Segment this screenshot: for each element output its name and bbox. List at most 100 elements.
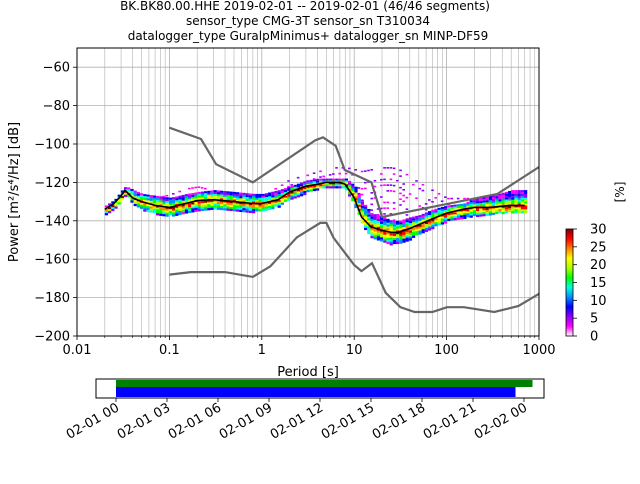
- psd-density-cell: [223, 206, 227, 209]
- psd-density-cell: [354, 205, 358, 209]
- psd-density-cell: [431, 213, 435, 216]
- psd-density-cell: [370, 214, 374, 218]
- colorbar-label: [%]: [613, 182, 627, 203]
- psd-density-cell: [248, 197, 253, 200]
- psd-density-cell: [517, 195, 521, 199]
- psd-density-cell: [210, 201, 214, 205]
- psd-density-cell: [220, 192, 224, 195]
- psd-density-cell: [165, 203, 169, 206]
- psd-density-cell: [152, 201, 157, 204]
- psd-density-cell: [239, 196, 243, 199]
- psd-density-cell: [207, 190, 211, 194]
- psd-density-cell: [380, 218, 384, 221]
- psd-density-cell: [495, 209, 499, 213]
- psd-density-cell: [418, 228, 422, 231]
- psd-density-cell: [322, 180, 326, 183]
- psd-density-cell: [386, 232, 390, 235]
- psd-density-cell: [229, 208, 233, 212]
- psd-outlier-cell: [431, 200, 434, 203]
- psd-density-cell: [140, 193, 144, 196]
- psd-outlier-cell: [360, 193, 364, 196]
- psd-density-cell: [245, 197, 249, 200]
- psd-density-cell: [520, 205, 525, 208]
- y-tick-label: −80: [43, 99, 70, 114]
- psd-density-cell: [159, 204, 163, 207]
- psd-density-cell: [376, 220, 381, 224]
- psd-density-cell: [312, 188, 317, 192]
- psd-density-cell: [357, 197, 361, 200]
- psd-density-cell: [431, 215, 435, 218]
- psd-density-cell: [280, 198, 285, 201]
- psd-density-cell: [460, 205, 464, 208]
- psd-density-cell: [325, 184, 329, 187]
- psd-density-cell: [194, 203, 198, 207]
- psd-outlier-cell: [383, 201, 386, 204]
- psd-density-cell: [204, 202, 208, 205]
- psd-density-cell: [136, 191, 141, 195]
- psd-density-cell: [188, 199, 192, 202]
- y-tick-label: −140: [34, 214, 70, 229]
- psd-density-cell: [133, 203, 137, 207]
- psd-density-cell: [236, 197, 240, 201]
- psd-density-cell: [239, 205, 243, 209]
- psd-density-cell: [290, 197, 294, 200]
- psd-density-cell: [277, 190, 281, 193]
- psd-density-cell: [399, 224, 403, 227]
- psd-density-cell: [216, 196, 221, 199]
- psd-outlier-cell: [396, 179, 399, 182]
- psd-density-cell: [504, 203, 509, 206]
- psd-density-cell: [524, 195, 528, 199]
- psd-density-cell: [197, 193, 201, 197]
- psd-outlier-cell: [405, 214, 409, 216]
- psd-density-cell: [146, 208, 150, 211]
- psd-density-cells: [104, 167, 528, 246]
- psd-outlier-cell: [194, 186, 198, 189]
- psd-density-cell: [172, 197, 176, 200]
- psd-density-cell: [479, 201, 483, 204]
- psd-density-cell: [130, 200, 134, 203]
- psd-density-cell: [325, 180, 329, 183]
- psd-density-cell: [386, 224, 390, 227]
- psd-density-cell: [412, 218, 416, 221]
- psd-density-cell: [460, 203, 464, 207]
- psd-outlier-cell: [383, 184, 386, 186]
- psd-density-cell: [188, 205, 192, 208]
- psd-outlier-cell: [364, 181, 367, 184]
- psd-density-cell: [140, 204, 144, 207]
- psd-outlier-cell: [280, 184, 284, 187]
- psd-density-cell: [274, 204, 278, 207]
- psd-density-cell: [316, 180, 320, 183]
- psd-density-cell: [524, 209, 528, 212]
- psd-density-cell: [517, 211, 521, 214]
- psd-density-cell: [472, 210, 477, 213]
- psd-density-cell: [370, 222, 374, 225]
- psd-density-cell: [242, 210, 246, 213]
- psd-density-cell: [184, 194, 189, 197]
- psd-density-cell: [424, 212, 429, 215]
- psd-density-cell: [348, 182, 352, 186]
- psd-density-cell: [156, 209, 160, 212]
- psd-density-cell: [108, 211, 112, 214]
- psd-density-cell: [476, 203, 480, 206]
- psd-density-cell: [108, 209, 112, 212]
- psd-density-cell: [415, 229, 419, 232]
- psd-outlier-cell: [415, 180, 418, 182]
- psd-density-cell: [392, 220, 397, 223]
- psd-density-cell: [447, 209, 451, 212]
- psd-density-cell: [127, 187, 131, 190]
- psd-density-cell: [242, 196, 246, 199]
- psd-density-cell: [172, 206, 176, 209]
- psd-density-cell: [498, 193, 502, 196]
- psd-density-cell: [412, 228, 416, 231]
- psd-density-cell: [274, 190, 278, 194]
- psd-outlier-cell: [197, 186, 201, 188]
- psd-density-cell: [469, 211, 473, 214]
- psd-density-cell: [392, 238, 397, 241]
- psd-density-cell: [261, 195, 265, 199]
- psd-density-cell: [508, 210, 512, 213]
- psd-density-cell: [284, 188, 288, 191]
- psd-density-cell: [485, 204, 489, 207]
- psd-density-cell: [181, 200, 185, 203]
- psd-density-cell: [133, 200, 137, 203]
- psd-density-cell: [280, 193, 285, 196]
